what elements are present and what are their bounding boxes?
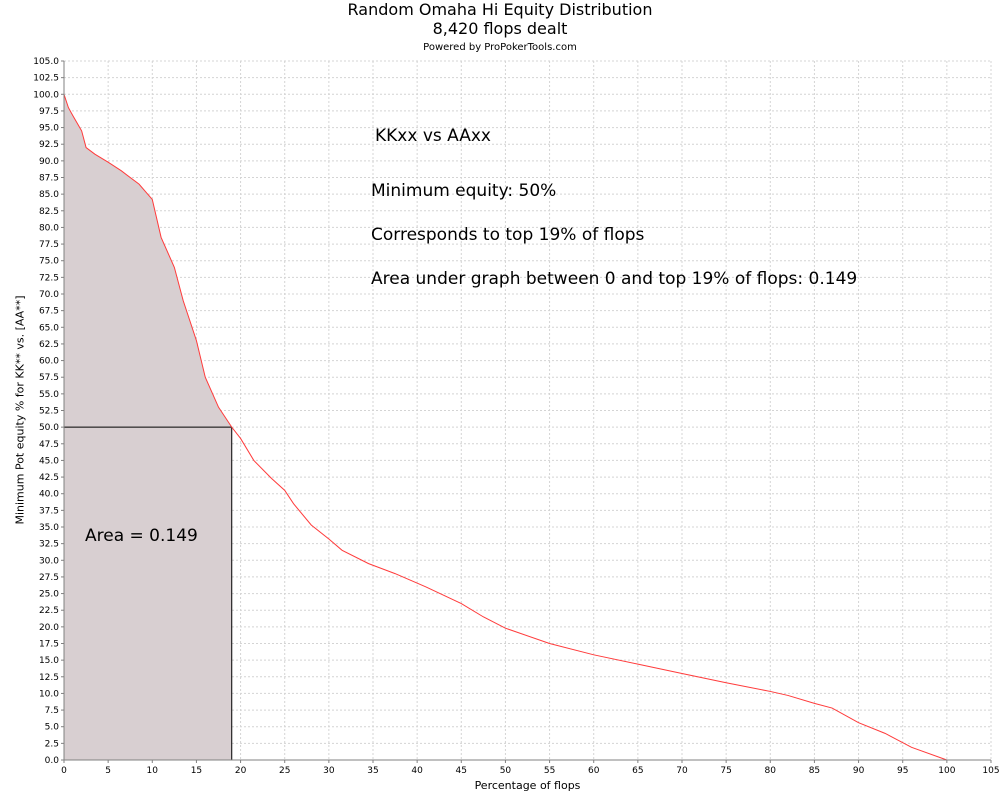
y-ticks: 0.0 2.5 5.0 7.5 10.0 12.5 15.0 17.5 20.0 22.5 25.0… [33, 57, 64, 766]
y-tick-label: 35.0 [39, 523, 59, 533]
x-tick-label: 0 [61, 766, 67, 776]
y-tick-label: 10.0 [39, 689, 59, 699]
x-tick-label: 85 [809, 766, 820, 776]
x-axis-label: Percentage of flops [474, 779, 581, 792]
annotation-min-equity: Minimum equity: 50% [371, 181, 557, 201]
y-tick-label: 50.0 [39, 423, 59, 433]
y-tick-label: 27.5 [39, 573, 59, 583]
y-tick-label: 92.5 [39, 140, 59, 150]
y-tick-label: 77.5 [39, 240, 59, 250]
x-tick-label: 70 [676, 766, 688, 776]
grid [64, 60, 992, 760]
annotation-area-label: Area = 0.149 [85, 526, 198, 546]
y-tick-label: 70.0 [39, 290, 59, 300]
chart-subtitle: 8,420 flops dealt [432, 19, 568, 38]
y-tick-label: 97.5 [39, 107, 59, 117]
y-tick-label: 87.5 [39, 174, 59, 184]
y-tick-label: 45.0 [39, 456, 59, 466]
y-tick-label: 55.0 [39, 390, 59, 400]
equity-line [63, 94, 948, 761]
x-tick-label: 95 [897, 766, 908, 776]
x-ticks: 0 5 10 15 20 25 30 35 40 45 50 55 60 65 70 75 80 85 90 95 10… [61, 760, 1000, 776]
y-tick-label: 42.5 [39, 473, 59, 483]
x-tick-label: 55 [544, 766, 555, 776]
y-tick-label: 75.0 [39, 257, 59, 267]
annotation-matchup: KKxx vs AAxx [375, 126, 491, 146]
y-tick-label: 65.0 [39, 323, 59, 333]
x-tick-label: 25 [279, 766, 290, 776]
x-tick-label: 10 [147, 766, 159, 776]
y-tick-label: 30.0 [39, 556, 59, 566]
x-tick-label: 100 [938, 766, 955, 776]
y-tick-label: 17.5 [39, 640, 59, 650]
x-tick-label: 50 [500, 766, 512, 776]
y-tick-label: 67.5 [39, 307, 59, 317]
y-tick-label: 32.5 [39, 540, 59, 550]
x-tick-label: 90 [853, 766, 865, 776]
x-tick-label: 60 [588, 766, 600, 776]
y-tick-label: 57.5 [39, 373, 59, 383]
y-tick-label: 90.0 [39, 157, 59, 167]
y-tick-label: 95.0 [39, 124, 59, 134]
y-tick-label: 5.0 [45, 723, 60, 733]
y-tick-label: 72.5 [39, 273, 59, 283]
y-tick-label: 47.5 [39, 440, 59, 450]
y-tick-label: 82.5 [39, 207, 59, 217]
x-tick-label: 30 [323, 766, 335, 776]
x-tick-label: 75 [720, 766, 731, 776]
x-tick-label: 20 [235, 766, 247, 776]
x-tick-label: 5 [105, 766, 111, 776]
y-tick-label: 22.5 [39, 606, 59, 616]
chart-title: Random Omaha Hi Equity Distribution [347, 0, 653, 19]
x-tick-label: 65 [632, 766, 643, 776]
annotation-area-text: Area under graph between 0 and top 19% o… [371, 269, 858, 289]
y-tick-label: 60.0 [39, 357, 59, 367]
x-tick-label: 35 [367, 766, 378, 776]
y-tick-label: 20.0 [39, 623, 59, 633]
y-tick-label: 15.0 [39, 656, 59, 666]
y-tick-label: 40.0 [39, 490, 59, 500]
y-tick-label: 2.5 [45, 739, 59, 749]
x-tick-label: 105 [982, 766, 999, 776]
y-tick-label: 37.5 [39, 506, 59, 516]
y-tick-label: 100.0 [33, 90, 59, 100]
y-tick-label: 0.0 [45, 756, 60, 766]
x-tick-label: 15 [191, 766, 202, 776]
y-tick-label: 62.5 [39, 340, 59, 350]
y-tick-label: 52.5 [39, 407, 59, 417]
y-tick-label: 105.0 [33, 57, 59, 67]
x-tick-label: 40 [411, 766, 423, 776]
y-tick-label: 12.5 [39, 673, 59, 683]
y-tick-label: 102.5 [33, 74, 59, 84]
y-tick-label: 85.0 [39, 190, 59, 200]
y-tick-label: 7.5 [45, 706, 59, 716]
x-tick-label: 80 [765, 766, 777, 776]
annotation-corresponds: Corresponds to top 19% of flops [371, 225, 645, 245]
y-tick-label: 80.0 [39, 223, 59, 233]
y-axis-label: Minimum Pot equity % for KK** vs. [AA**] [13, 295, 27, 525]
chart-credit: Powered by ProPokerTools.com [423, 42, 577, 53]
y-tick-label: 25.0 [39, 590, 59, 600]
threshold-lines [64, 426, 233, 760]
x-tick-label: 45 [456, 766, 467, 776]
